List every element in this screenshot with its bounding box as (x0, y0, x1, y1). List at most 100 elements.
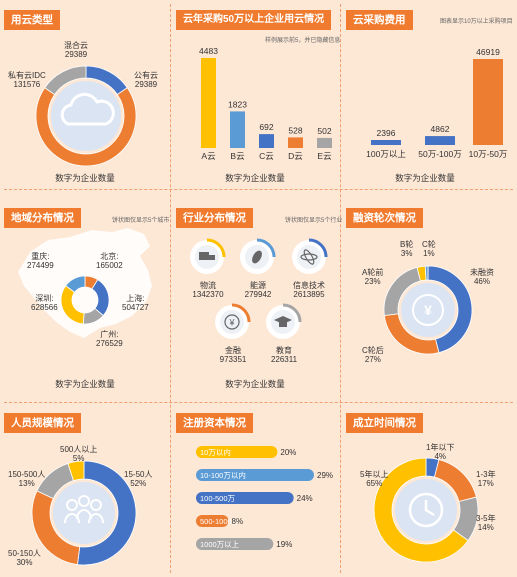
person-head-icon (90, 499, 102, 511)
cloud-type-panel: 用云类型 混合云 29389 私有云IDC 131576 公有云 29389 数字为企… (0, 0, 170, 189)
staff-donut-chart (31, 460, 137, 566)
cloud-icon (60, 92, 115, 126)
city-label-shanghai: 上海: 504727 (122, 294, 149, 312)
person-head-icon (78, 495, 90, 507)
city-label-beijing: 北京: 165002 (96, 252, 123, 270)
funding-slice-0 (427, 265, 473, 354)
annual-cloud-bar-chart: 4483 A云 1823 B云 692 C云 528 D云 502 E云 (199, 46, 332, 161)
capital-bar-4 (196, 538, 274, 550)
leaf-shape (252, 250, 262, 264)
coin-outline (224, 314, 240, 330)
funding-panel: 融资轮次情况 ¥ B轮 3% C轮 1% A轮前 23% 未融资 46% C轮后 27% (340, 190, 517, 402)
bar-e- (317, 137, 332, 148)
cloud-type-donut-chart (35, 65, 137, 167)
panel-title: 注册资本情况 (176, 413, 253, 433)
capital-panel: 注册资本情况 10万以内 20% 10-100万以内 29% 100-500万 24% 50… (170, 403, 340, 577)
staff-center-disc (53, 482, 115, 544)
slice-label-under-1y: 1年以下 4% (426, 443, 455, 461)
cap-top (274, 316, 292, 324)
yen-coin-icon (220, 310, 244, 334)
bar-value-label: 528 (288, 125, 302, 135)
chart-caption: 数字为企业数量 (225, 379, 285, 389)
annual-cloud-panel: 云年采购50万以上企业用云情况 样例展示前5，并已隐藏信息 4483 A云 1823… (170, 0, 340, 189)
funding-center-disc (401, 283, 455, 337)
slice-label-over-5y: 5年以上 65% (360, 470, 389, 488)
bar-b- (230, 111, 245, 148)
industry-ring (308, 238, 328, 258)
col-separator-2 (340, 4, 341, 573)
region-slice-3 (60, 285, 85, 325)
chart-note: 饼状图仅显示5个城市 (112, 218, 170, 224)
clock-icon (408, 492, 444, 528)
atom-icon (297, 245, 321, 269)
industry-panel: 行业分布情况 饼状图仅显示5个行业 ¥ 物流 1342370 能源 279942 信… (170, 190, 343, 402)
capital-value-label: 24% (297, 494, 313, 503)
category-label: A云 (201, 151, 216, 161)
panel-title: 云年采购50万以上企业用云情况 (176, 10, 332, 30)
industry-ring (256, 238, 276, 258)
industry-ring (282, 303, 302, 323)
bar-c- (259, 134, 274, 148)
slice-label-private: 私有云IDC 131576 (8, 71, 46, 89)
cloud-type-slice-2 (44, 65, 87, 96)
capital-category-label: 500-1000万 (200, 517, 240, 526)
staff-slice-3 (67, 460, 85, 482)
region-donut-chart (60, 275, 110, 325)
cloud-cost-bar-chart: 2396 100万以上 4862 50万-100万 46919 10万-50万 (366, 47, 507, 159)
panel-title: 行业分布情况 (176, 208, 253, 228)
chart-note: 饼状图仅显示5个行业 (285, 218, 343, 224)
yen-glyph: ¥ (228, 318, 235, 328)
chart-caption: 数字为企业数量 (55, 173, 115, 183)
slice-label-15-50: 15-50人 52% (124, 470, 153, 488)
bar-value-label: 2396 (377, 128, 396, 138)
bar-0 (371, 140, 401, 145)
capital-value-label: 8% (232, 517, 244, 526)
capital-value-label: 19% (276, 540, 292, 549)
slice-label-pre-a: A轮前 23% (362, 268, 384, 286)
yen-glyph: ¥ (424, 302, 432, 318)
founded-slice-3 (373, 457, 469, 563)
capital-category-label: 100-500万 (200, 494, 236, 503)
person-body-icon (64, 513, 80, 524)
slice-label-public: 公有云 29389 (134, 71, 158, 89)
category-label: 100万以上 (366, 149, 406, 159)
cloud-cost-panel: 云采购费用 图表显示10万以上采购项目 2396 100万以上 4862 50万-10… (340, 0, 517, 189)
person-body-icon (88, 513, 104, 524)
industry-label-it: 信息技术 2613895 (293, 281, 325, 299)
region-panel: 地域分布情况 饼状图仅显示5个城市 重庆: 274499 北京: 165002 上海… (0, 190, 170, 402)
panel-title: 云采购费用 (346, 10, 413, 30)
category-label: 50万-100万 (418, 149, 461, 159)
atom-orbit (303, 249, 315, 265)
col-separator-1 (170, 4, 171, 573)
truck-body (199, 252, 209, 260)
bar-value-label: 692 (259, 122, 273, 132)
bar-2 (473, 59, 503, 145)
slice-label-1-3y: 1-3年 17% (476, 470, 496, 488)
slice-label-post-c: C轮后 27% (362, 346, 384, 364)
city-label-guangzhou: 广州: 276529 (96, 330, 123, 348)
industry-label-finance: 金融 973351 (219, 346, 247, 364)
slice-label-c-round: C轮 1% (422, 240, 436, 258)
panel-title: 用云类型 (4, 10, 60, 30)
chart-caption: 数字为企业数量 (225, 173, 285, 183)
city-label-shenzhen: 深圳: 628566 (31, 294, 58, 312)
industry-ring (231, 303, 251, 323)
bar-d- (288, 137, 303, 148)
bar-value-label: 4862 (431, 124, 450, 134)
atom-orbit (300, 253, 318, 261)
founded-panel: 成立时间情况 1年以下 4% 1-3年 17% 3-5年 14% 5年以上 65% (340, 403, 517, 577)
bar-value-label: 46919 (476, 47, 500, 57)
industry-icon-grid: ¥ (190, 238, 328, 339)
cloud-type-center-disc (51, 81, 121, 151)
slice-label-150-500: 150-500人 13% (8, 470, 46, 488)
category-label: E云 (317, 151, 332, 161)
city-label-chongqing: 重庆: 274499 (27, 252, 54, 270)
row-separator-2 (4, 402, 513, 403)
truck-cab (209, 255, 215, 260)
category-label: D云 (288, 151, 303, 161)
capital-category-label: 1000万以上 (200, 540, 240, 549)
capital-category-label: 10万以内 (200, 447, 231, 457)
capital-bar-2 (196, 492, 294, 504)
slice-label-3-5y: 3-5年 14% (476, 514, 496, 532)
row-separator-1 (4, 189, 513, 190)
